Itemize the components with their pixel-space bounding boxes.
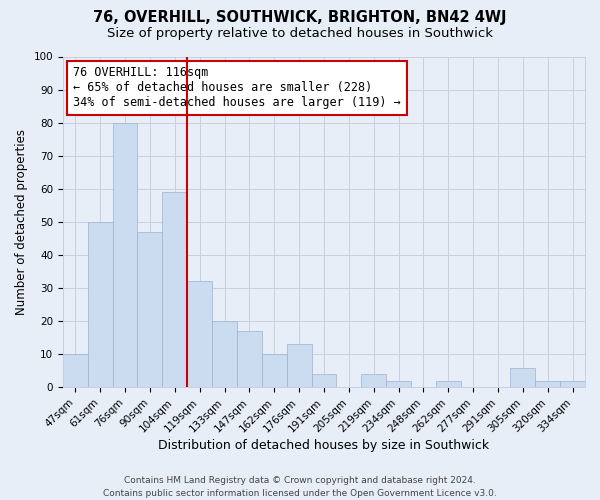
Bar [137,232,163,388]
Text: Size of property relative to detached houses in Southwick: Size of property relative to detached ho… [107,28,493,40]
Bar [311,374,337,388]
Bar [535,380,560,388]
Bar [560,380,585,388]
Bar [212,321,237,388]
Bar [386,380,411,388]
Bar [88,222,113,388]
Bar [187,282,212,388]
Bar [436,380,461,388]
Bar [163,192,187,388]
Text: 76, OVERHILL, SOUTHWICK, BRIGHTON, BN42 4WJ: 76, OVERHILL, SOUTHWICK, BRIGHTON, BN42 … [93,10,507,25]
Bar [113,122,137,388]
Bar [287,344,311,388]
Y-axis label: Number of detached properties: Number of detached properties [15,129,28,315]
Bar [63,354,88,388]
X-axis label: Distribution of detached houses by size in Southwick: Distribution of detached houses by size … [158,440,490,452]
Bar [511,368,535,388]
Bar [361,374,386,388]
Text: 76 OVERHILL: 116sqm
← 65% of detached houses are smaller (228)
34% of semi-detac: 76 OVERHILL: 116sqm ← 65% of detached ho… [73,66,401,110]
Text: Contains HM Land Registry data © Crown copyright and database right 2024.
Contai: Contains HM Land Registry data © Crown c… [103,476,497,498]
Bar [237,331,262,388]
Bar [262,354,287,388]
